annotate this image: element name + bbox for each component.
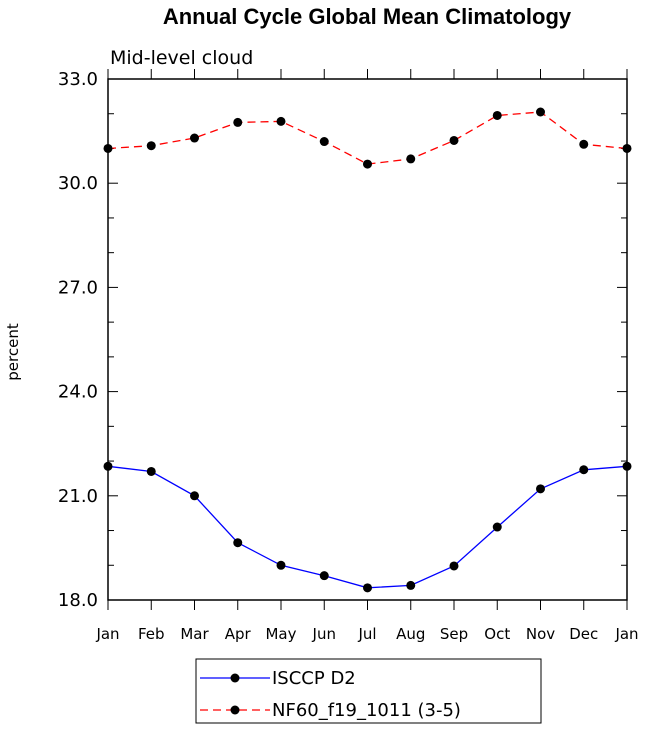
data-point-s0-11 xyxy=(579,465,589,475)
data-point-s0-3 xyxy=(233,538,243,548)
y-axis-label: percent xyxy=(4,323,22,381)
data-point-s0-4 xyxy=(276,560,286,570)
chart-title: Annual Cycle Global Mean Climatology xyxy=(163,4,572,29)
data-point-s0-5 xyxy=(319,571,329,581)
series-layer xyxy=(103,107,632,593)
x-tick-label: Sep xyxy=(440,625,468,643)
y-tick-label: 33.0 xyxy=(58,69,98,90)
x-tick-label: May xyxy=(265,625,296,643)
x-tick-label: Jan xyxy=(614,625,638,643)
data-point-s0-8 xyxy=(449,561,459,571)
legend-marker-1 xyxy=(230,705,240,715)
data-point-s1-9 xyxy=(492,110,502,120)
data-point-s1-10 xyxy=(536,107,545,117)
plot-frame xyxy=(107,78,628,601)
legend: ISCCP D2 NF60_f19_1011 (3-5) xyxy=(195,658,542,724)
y-tick-label: 24.0 xyxy=(58,382,98,403)
y-tick-label: 21.0 xyxy=(58,486,98,507)
data-point-s1-11 xyxy=(579,139,589,149)
legend-box xyxy=(195,658,542,724)
x-tick-label: Jan xyxy=(95,625,119,643)
y-tick-label: 30.0 xyxy=(58,173,98,194)
series-line-0 xyxy=(107,465,628,589)
data-point-s0-6 xyxy=(363,583,372,593)
legend-entry-1: NF60_f19_1011 (3-5) xyxy=(200,700,461,721)
legend-marker-0 xyxy=(230,673,240,683)
data-point-s1-2 xyxy=(190,133,199,143)
data-point-s1-5 xyxy=(319,137,329,147)
legend-label-1: NF60_f19_1011 (3-5) xyxy=(272,700,461,721)
data-point-s0-1 xyxy=(146,466,156,476)
data-point-s1-1 xyxy=(146,141,156,151)
x-tick-label: Jun xyxy=(312,625,336,643)
data-point-s0-7 xyxy=(406,580,416,590)
x-tick-label: Dec xyxy=(569,625,598,643)
x-tick-label: Aug xyxy=(396,625,425,643)
y-tick-label: 27.0 xyxy=(58,277,98,298)
legend-label-0: ISCCP D2 xyxy=(272,668,356,689)
data-point-s0-9 xyxy=(492,522,502,532)
x-tick-label: Feb xyxy=(138,625,165,643)
y-tick-labels: 18.0 21.0 24.0 27.0 30.0 33.0 xyxy=(58,69,98,611)
x-tick-label: Apr xyxy=(225,625,252,643)
data-point-s1-4 xyxy=(276,116,286,126)
x-tick-label: Nov xyxy=(526,625,555,643)
data-point-s1-7 xyxy=(406,154,416,164)
data-point-s0-10 xyxy=(536,484,545,494)
series-line-1 xyxy=(107,111,628,165)
data-point-s0-2 xyxy=(190,491,199,501)
axis-ticks xyxy=(107,69,628,610)
x-tick-label: Jul xyxy=(357,625,376,643)
x-tick-label: Mar xyxy=(180,625,209,643)
data-point-s1-8 xyxy=(449,135,459,145)
x-tick-labels: Jan Feb Mar Apr May Jun Jul Aug Sep Oct Nov Dec Jan xyxy=(95,625,638,643)
y-tick-label: 18.0 xyxy=(58,590,98,611)
data-point-s1-6 xyxy=(363,159,372,169)
legend-entry-0: ISCCP D2 xyxy=(200,668,356,689)
x-tick-label: Oct xyxy=(484,625,510,643)
data-point-s1-3 xyxy=(233,117,243,127)
chart-subtitle: Mid-level cloud xyxy=(110,47,253,69)
